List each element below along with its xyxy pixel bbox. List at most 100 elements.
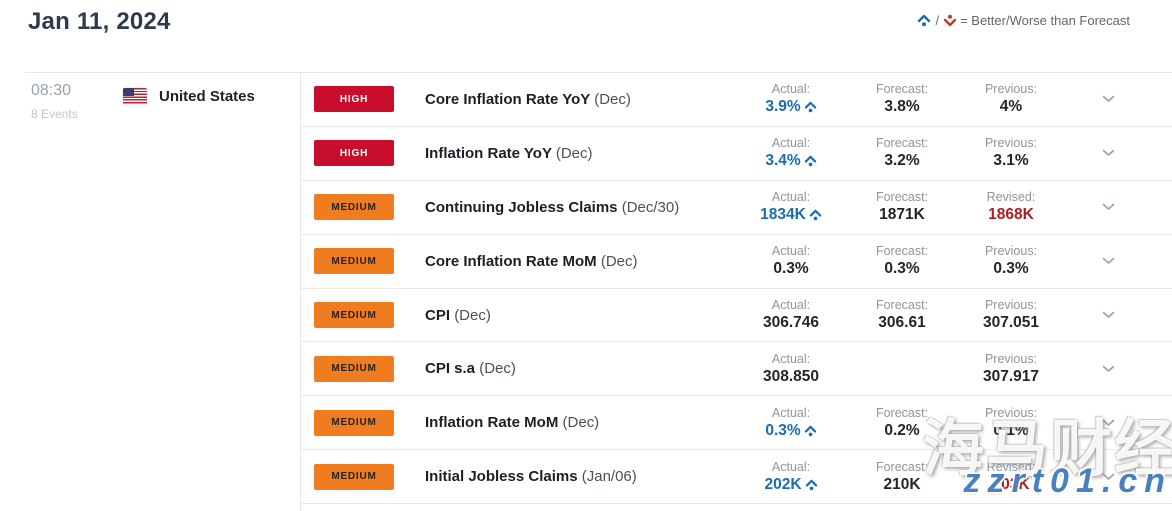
actual-label: Actual: [771,298,811,312]
forecast-value: 1871K [879,206,925,224]
impact-badge-wrap: MEDIUM [314,409,394,436]
actual-value: 306.746 [762,314,820,331]
event-row[interactable]: MEDIUM CPI s.a (Dec) Actual: 308.850 Previou… [301,342,1172,397]
previous-label: Previous: [984,244,1038,259]
actual-cell: Actual: 308.850 [730,352,852,386]
event-period: (Dec/30) [621,198,680,216]
forecast-label: Forecast: [875,244,929,259]
previous-label: Previous: [984,298,1038,312]
previous-cell: Previous: 0.1% [952,406,1070,440]
event-title: Inflation Rate MoM (Dec) [425,414,600,432]
better-than-forecast-icon [805,479,818,491]
legend-text: = Better/Worse than Forecast [960,13,1130,28]
event-period: (Dec) [562,414,600,432]
event-title: Continuing Jobless Claims (Dec/30) [425,198,680,216]
forecast-label: Forecast: [875,82,929,97]
event-period: (Dec) [594,90,631,108]
impact-badge: MEDIUM [314,194,394,221]
previous-label: Previous: [984,351,1038,366]
worse-than-forecast-icon [943,14,957,27]
revised-label: Revised: [986,459,1036,474]
forecast-label: Forecast: [875,136,929,151]
expand-chevron-icon[interactable] [1070,419,1146,427]
actual-value: 1834K [730,206,852,224]
previous-value: 4% [999,98,1023,116]
impact-badge: HIGH [314,86,394,113]
event-row[interactable]: MEDIUM Core Inflation Rate MoM (Dec) Actua… [301,234,1172,289]
legend-separator: / [935,13,940,28]
event-title: Inflation Rate YoY (Dec) [425,144,593,162]
event-row[interactable]: MEDIUM Continuing Jobless Claims (Dec/30)… [301,180,1172,235]
actual-label: Actual: [771,459,811,474]
expand-chevron-icon[interactable] [1070,257,1146,265]
event-period: (Dec) [479,360,516,378]
previous-label: Previous: [984,82,1038,97]
actual-cell: Actual: 1834K [730,190,852,224]
us-flag-icon [123,88,147,105]
event-row[interactable]: HIGH Core Inflation Rate YoY (Dec) Actual:… [301,73,1172,127]
impact-badge: MEDIUM [314,355,394,382]
impact-badge-wrap: MEDIUM [314,355,394,382]
previous-cell: Previous: 4% [952,82,1070,116]
actual-cell: Actual: 3.4% [730,136,852,170]
event-period: (Dec) [600,252,638,270]
forecast-value: 210K [883,475,921,493]
actual-value: 3.4% [730,152,852,170]
event-period: (Jan/06) [581,468,637,486]
expand-chevron-icon[interactable] [1070,365,1146,373]
impact-badge: MEDIUM [314,463,394,490]
event-row[interactable]: MEDIUM Inflation Rate MoM (Dec) Actual: 0.3… [301,396,1172,451]
event-title: Initial Jobless Claims (Jan/06) [425,468,637,486]
actual-label: Actual: [771,190,811,205]
previous-label: Previous: [984,136,1038,151]
impact-badge: MEDIUM [314,302,394,328]
actual-label: Actual: [771,405,811,420]
actual-label: Actual: [771,136,811,151]
previous-value: 307.917 [982,367,1040,385]
previous-value: 0.3% [993,260,1029,278]
actual-value: 3.9% [730,98,852,116]
better-than-forecast-icon [804,155,817,167]
session-events-divider [300,73,301,511]
actual-value: 0.3% [773,260,809,278]
expand-chevron-icon[interactable] [1070,473,1146,481]
event-title: Core Inflation Rate MoM (Dec) [425,252,638,270]
revised-value: 1868K [988,206,1034,224]
better-than-forecast-icon [809,209,822,221]
event-row[interactable]: MEDIUM CPI (Dec) Actual: 306.746 Forecast: 30… [301,288,1172,343]
events-list: HIGH Core Inflation Rate YoY (Dec) Actual:… [301,73,1172,505]
actual-cell: Actual: 0.3% [730,406,852,440]
country-row: United States [123,88,255,105]
forecast-cell: Forecast: 210K [854,460,950,494]
actual-cell: Actual: 3.9% [730,82,852,116]
event-period: (Dec) [555,144,593,162]
better-than-forecast-icon [804,101,817,113]
session-time: 08:30 [31,82,72,99]
forecast-cell: Forecast: 3.8% [854,82,950,116]
actual-cell: Actual: 202K [730,460,852,494]
forecast-cell: Forecast: 0.3% [854,244,950,278]
forecast-cell: Forecast: 0.2% [854,406,950,440]
previous-cell: Previous: 307.917 [952,352,1070,386]
event-title: CPI (Dec) [425,306,491,324]
table-top-border [25,72,1172,73]
better-than-forecast-icon [804,425,817,437]
impact-badge-wrap: MEDIUM [314,463,394,490]
forecast-cell: Forecast: 3.2% [854,136,950,170]
actual-value: 0.3% [730,422,852,440]
expand-chevron-icon[interactable] [1070,311,1146,319]
expand-chevron-icon[interactable] [1070,95,1146,103]
page-title: Jan 11, 2024 [28,8,171,35]
actual-label: Actual: [771,82,811,97]
forecast-value: 0.2% [884,421,920,439]
event-row[interactable]: HIGH Inflation Rate YoY (Dec) Actual: 3.4% F… [301,126,1172,181]
event-row[interactable]: MEDIUM Initial Jobless Claims (Jan/06) Act… [301,450,1172,505]
better-than-forecast-icon [917,14,931,27]
event-title: CPI s.a (Dec) [425,360,516,378]
impact-badge-wrap: MEDIUM [314,194,394,221]
actual-label: Actual: [771,244,811,259]
expand-chevron-icon[interactable] [1070,203,1146,211]
revised-label: Revised: [986,190,1036,205]
expand-chevron-icon[interactable] [1070,149,1146,157]
